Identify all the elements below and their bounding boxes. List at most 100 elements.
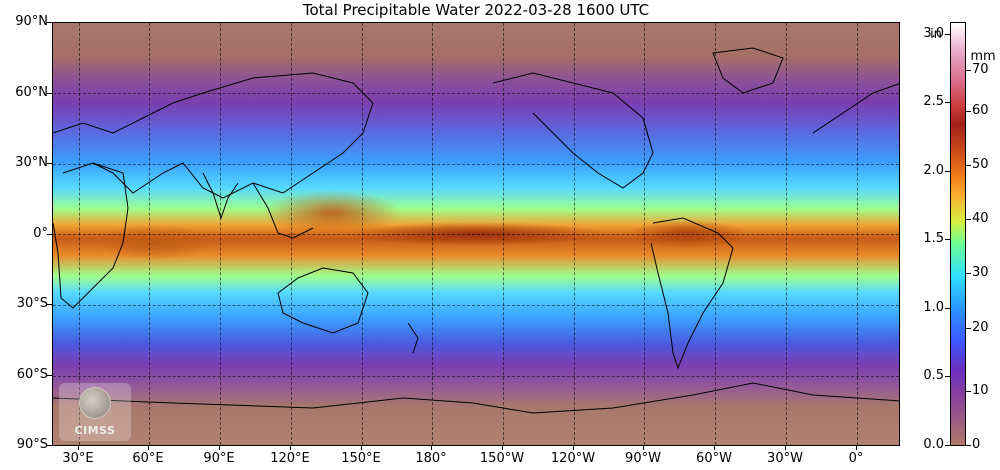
colorbar-mm-tick xyxy=(966,111,971,112)
lat-tick xyxy=(47,234,52,235)
colorbar-mm-label: 20 xyxy=(972,320,989,335)
lon-tick xyxy=(573,446,574,450)
colorbar-unit-inches: in xyxy=(930,27,942,42)
coast-africa xyxy=(53,162,129,309)
lon-tick xyxy=(290,446,291,450)
gridline-lon-60e xyxy=(149,23,150,445)
colorbar-inch-tick xyxy=(945,171,950,172)
gridline-lon-0 xyxy=(857,23,858,445)
lat-label: 60°S xyxy=(16,367,48,382)
lon-tick xyxy=(643,446,644,450)
gridline-lon-30w xyxy=(786,23,787,445)
globe-icon xyxy=(79,387,111,419)
lon-tick xyxy=(431,446,432,450)
lon-label: 150°W xyxy=(479,451,525,466)
colorbar-mm-label: 40 xyxy=(972,211,989,226)
colorbar-mm-tick xyxy=(966,165,971,166)
logo-label: CIMSS xyxy=(74,424,116,437)
colorbar-mm-tick xyxy=(966,391,971,392)
colorbar-mm-tick xyxy=(966,70,971,71)
coast-arabia-asia xyxy=(53,72,374,199)
colorbar-mm-tick xyxy=(966,219,971,220)
coast-australia xyxy=(277,267,369,334)
gridline-lon-120w xyxy=(574,23,575,445)
precipitable-water-map: CIMSS xyxy=(52,22,900,446)
lon-label: 120°E xyxy=(270,451,310,466)
lon-tick xyxy=(502,446,503,450)
lon-tick xyxy=(148,446,149,450)
colorbar-inch-label: 1.5 xyxy=(923,231,944,246)
colorbar-mm-label: 50 xyxy=(972,157,989,172)
colorbar-inch-tick xyxy=(945,239,950,240)
colorbar-inch-label: 3.0 xyxy=(923,26,944,41)
lon-label: 0° xyxy=(848,451,864,466)
gridline-lon-150e xyxy=(362,23,363,445)
colorbar-mm-tick xyxy=(966,328,971,329)
coastlines xyxy=(53,47,899,414)
coast-north-america xyxy=(492,72,654,189)
colorbar-mm-tick xyxy=(966,445,971,446)
lon-label: 60°E xyxy=(132,451,164,466)
lat-tick xyxy=(47,445,52,446)
colorbar-inch-label: 0.0 xyxy=(923,437,944,452)
colorbar-inch-label: 2.5 xyxy=(923,94,944,109)
lon-tick xyxy=(219,446,220,450)
gridline-lon-180 xyxy=(432,23,433,445)
colorbar-inch-label: 2.0 xyxy=(923,163,944,178)
lat-tick xyxy=(47,93,52,94)
gridline-lon-90w xyxy=(644,23,645,445)
colorbar-inch-tick xyxy=(945,376,950,377)
colorbar-mm-label: 60 xyxy=(972,103,989,118)
lat-label: 90°S xyxy=(16,437,48,452)
colorbar-inch-label: 0.5 xyxy=(923,368,944,383)
gridline-lon-90e xyxy=(220,23,221,445)
colorbar-inch-tick xyxy=(945,308,950,309)
colorbar xyxy=(950,22,966,446)
coast-greenland xyxy=(712,47,784,94)
colorbar-mm-tick xyxy=(966,273,971,274)
colorbar-inch-tick xyxy=(945,445,950,446)
lon-label: 150°E xyxy=(341,451,381,466)
lat-label: 30°S xyxy=(16,296,48,311)
lat-label: 60°N xyxy=(15,85,48,100)
coast-south-america xyxy=(650,217,734,370)
coast-europe xyxy=(812,83,899,134)
colorbar-inch-tick xyxy=(945,34,950,35)
lon-tick xyxy=(361,446,362,450)
colorbar-mm-label: 10 xyxy=(972,383,989,398)
lat-tick xyxy=(47,304,52,305)
lon-tick xyxy=(785,446,786,450)
lon-tick xyxy=(714,446,715,450)
colorbar-mm-label: 30 xyxy=(972,265,989,280)
lon-label: 90°W xyxy=(625,451,661,466)
lon-tick xyxy=(78,446,79,450)
gridline-lat-60n xyxy=(53,93,899,94)
gridline-lon-150w xyxy=(503,23,504,445)
lon-label: 30°W xyxy=(767,451,803,466)
gridline-lon-120e xyxy=(291,23,292,445)
gridline-lat-60s xyxy=(53,376,899,377)
colorbar-mm-label: 70 xyxy=(972,62,989,77)
colorbar-mm-label: 0 xyxy=(972,437,981,452)
lat-tick xyxy=(47,375,52,376)
map-title: Total Precipitable Water 2022-03-28 1600… xyxy=(302,1,650,19)
colorbar-unit-mm: mm xyxy=(970,49,996,64)
lat-label: 30°N xyxy=(15,155,48,170)
cimss-logo: CIMSS xyxy=(59,383,131,441)
lon-label: 90°E xyxy=(203,451,235,466)
lon-label: 30°E xyxy=(62,451,94,466)
lat-tick xyxy=(47,163,52,164)
coast-antarctica xyxy=(53,382,899,414)
colorbar-inch-tick xyxy=(945,102,950,103)
coast-new-zealand xyxy=(407,322,419,354)
gridline-lon-30e xyxy=(79,23,80,445)
coast-se-asia xyxy=(252,182,314,239)
gridline-lat-30n xyxy=(53,164,899,165)
lon-tick xyxy=(856,446,857,450)
lat-label: 90°N xyxy=(15,14,48,29)
lon-label: 120°W xyxy=(550,451,596,466)
gridline-lat-0 xyxy=(53,234,899,235)
gridline-lat-30s xyxy=(53,305,899,306)
lon-label: 60°W xyxy=(696,451,732,466)
gridline-lon-60w xyxy=(715,23,716,445)
